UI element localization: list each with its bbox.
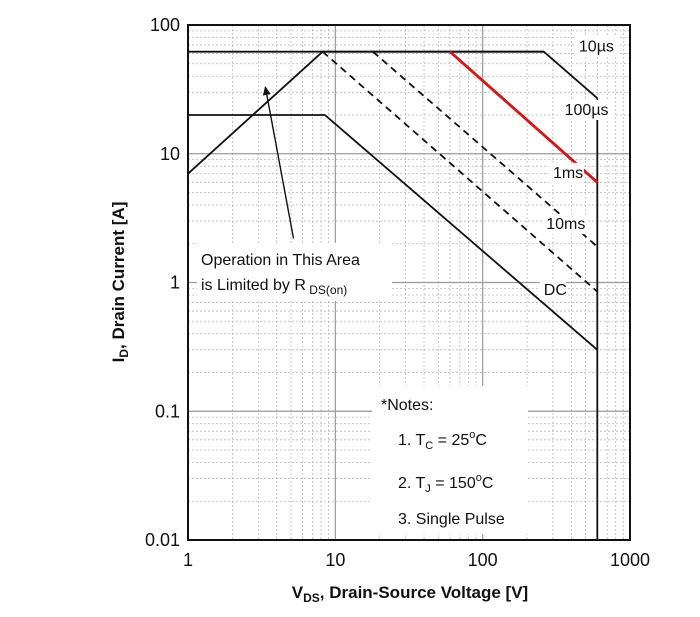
note-tj: 2. TJ = 150oC (398, 472, 493, 495)
x-tick-label: 10 (325, 550, 345, 570)
soa-curves (187, 50, 599, 540)
curve-label-bg (548, 162, 584, 183)
y-tick-label: 0.01 (145, 530, 180, 550)
curve-label-bg (542, 214, 587, 235)
curve-label: 10µs (579, 39, 614, 56)
annotation-line2: is Limited by R DS(on) (201, 277, 347, 297)
curve-labels: 10µs 100µs 1ms 10ms DC (539, 36, 619, 300)
rdson-arrow (262, 86, 295, 239)
curve-label: 10ms (546, 216, 585, 233)
curve-label-bg (574, 36, 619, 57)
curve-10ms (372, 51, 598, 248)
curve-dc (188, 114, 598, 351)
plot-frame (187, 24, 631, 541)
y-tick-label: 100 (150, 15, 180, 35)
curve-label-bg (560, 99, 614, 120)
y-tick-label: 0.1 (155, 401, 180, 421)
annotation-background (197, 243, 392, 301)
x-tick-labels: 1 10 100 1000 (183, 550, 650, 570)
highlight-curve (449, 50, 599, 184)
annotation-line1: Operation in This Area (201, 252, 360, 269)
x-tick-label: 1000 (610, 550, 650, 570)
y-tick-label: 10 (160, 144, 180, 164)
x-axis-title: VDS, Drain-Source Voltage [V] (292, 583, 528, 605)
y-axis-title: ID, Drain Current [A] (109, 202, 131, 363)
y-tick-labels: 0.01 0.1 1 10 100 (145, 15, 180, 550)
note-single-pulse: 3. Single Pulse (398, 511, 505, 528)
curve-label: DC (544, 282, 567, 299)
curve-label-bg (539, 279, 566, 300)
notes-background (372, 386, 528, 534)
y-tick-label: 1 (170, 273, 180, 293)
curve-label: 1ms (553, 165, 583, 182)
curve-label: 100µs (565, 102, 609, 119)
note-tc: 1. TC = 25oC (398, 429, 487, 452)
x-tick-label: 1 (183, 550, 193, 570)
x-tick-label: 100 (468, 550, 498, 570)
curve-1ms (322, 51, 598, 293)
notes-header: *Notes: (381, 397, 433, 414)
